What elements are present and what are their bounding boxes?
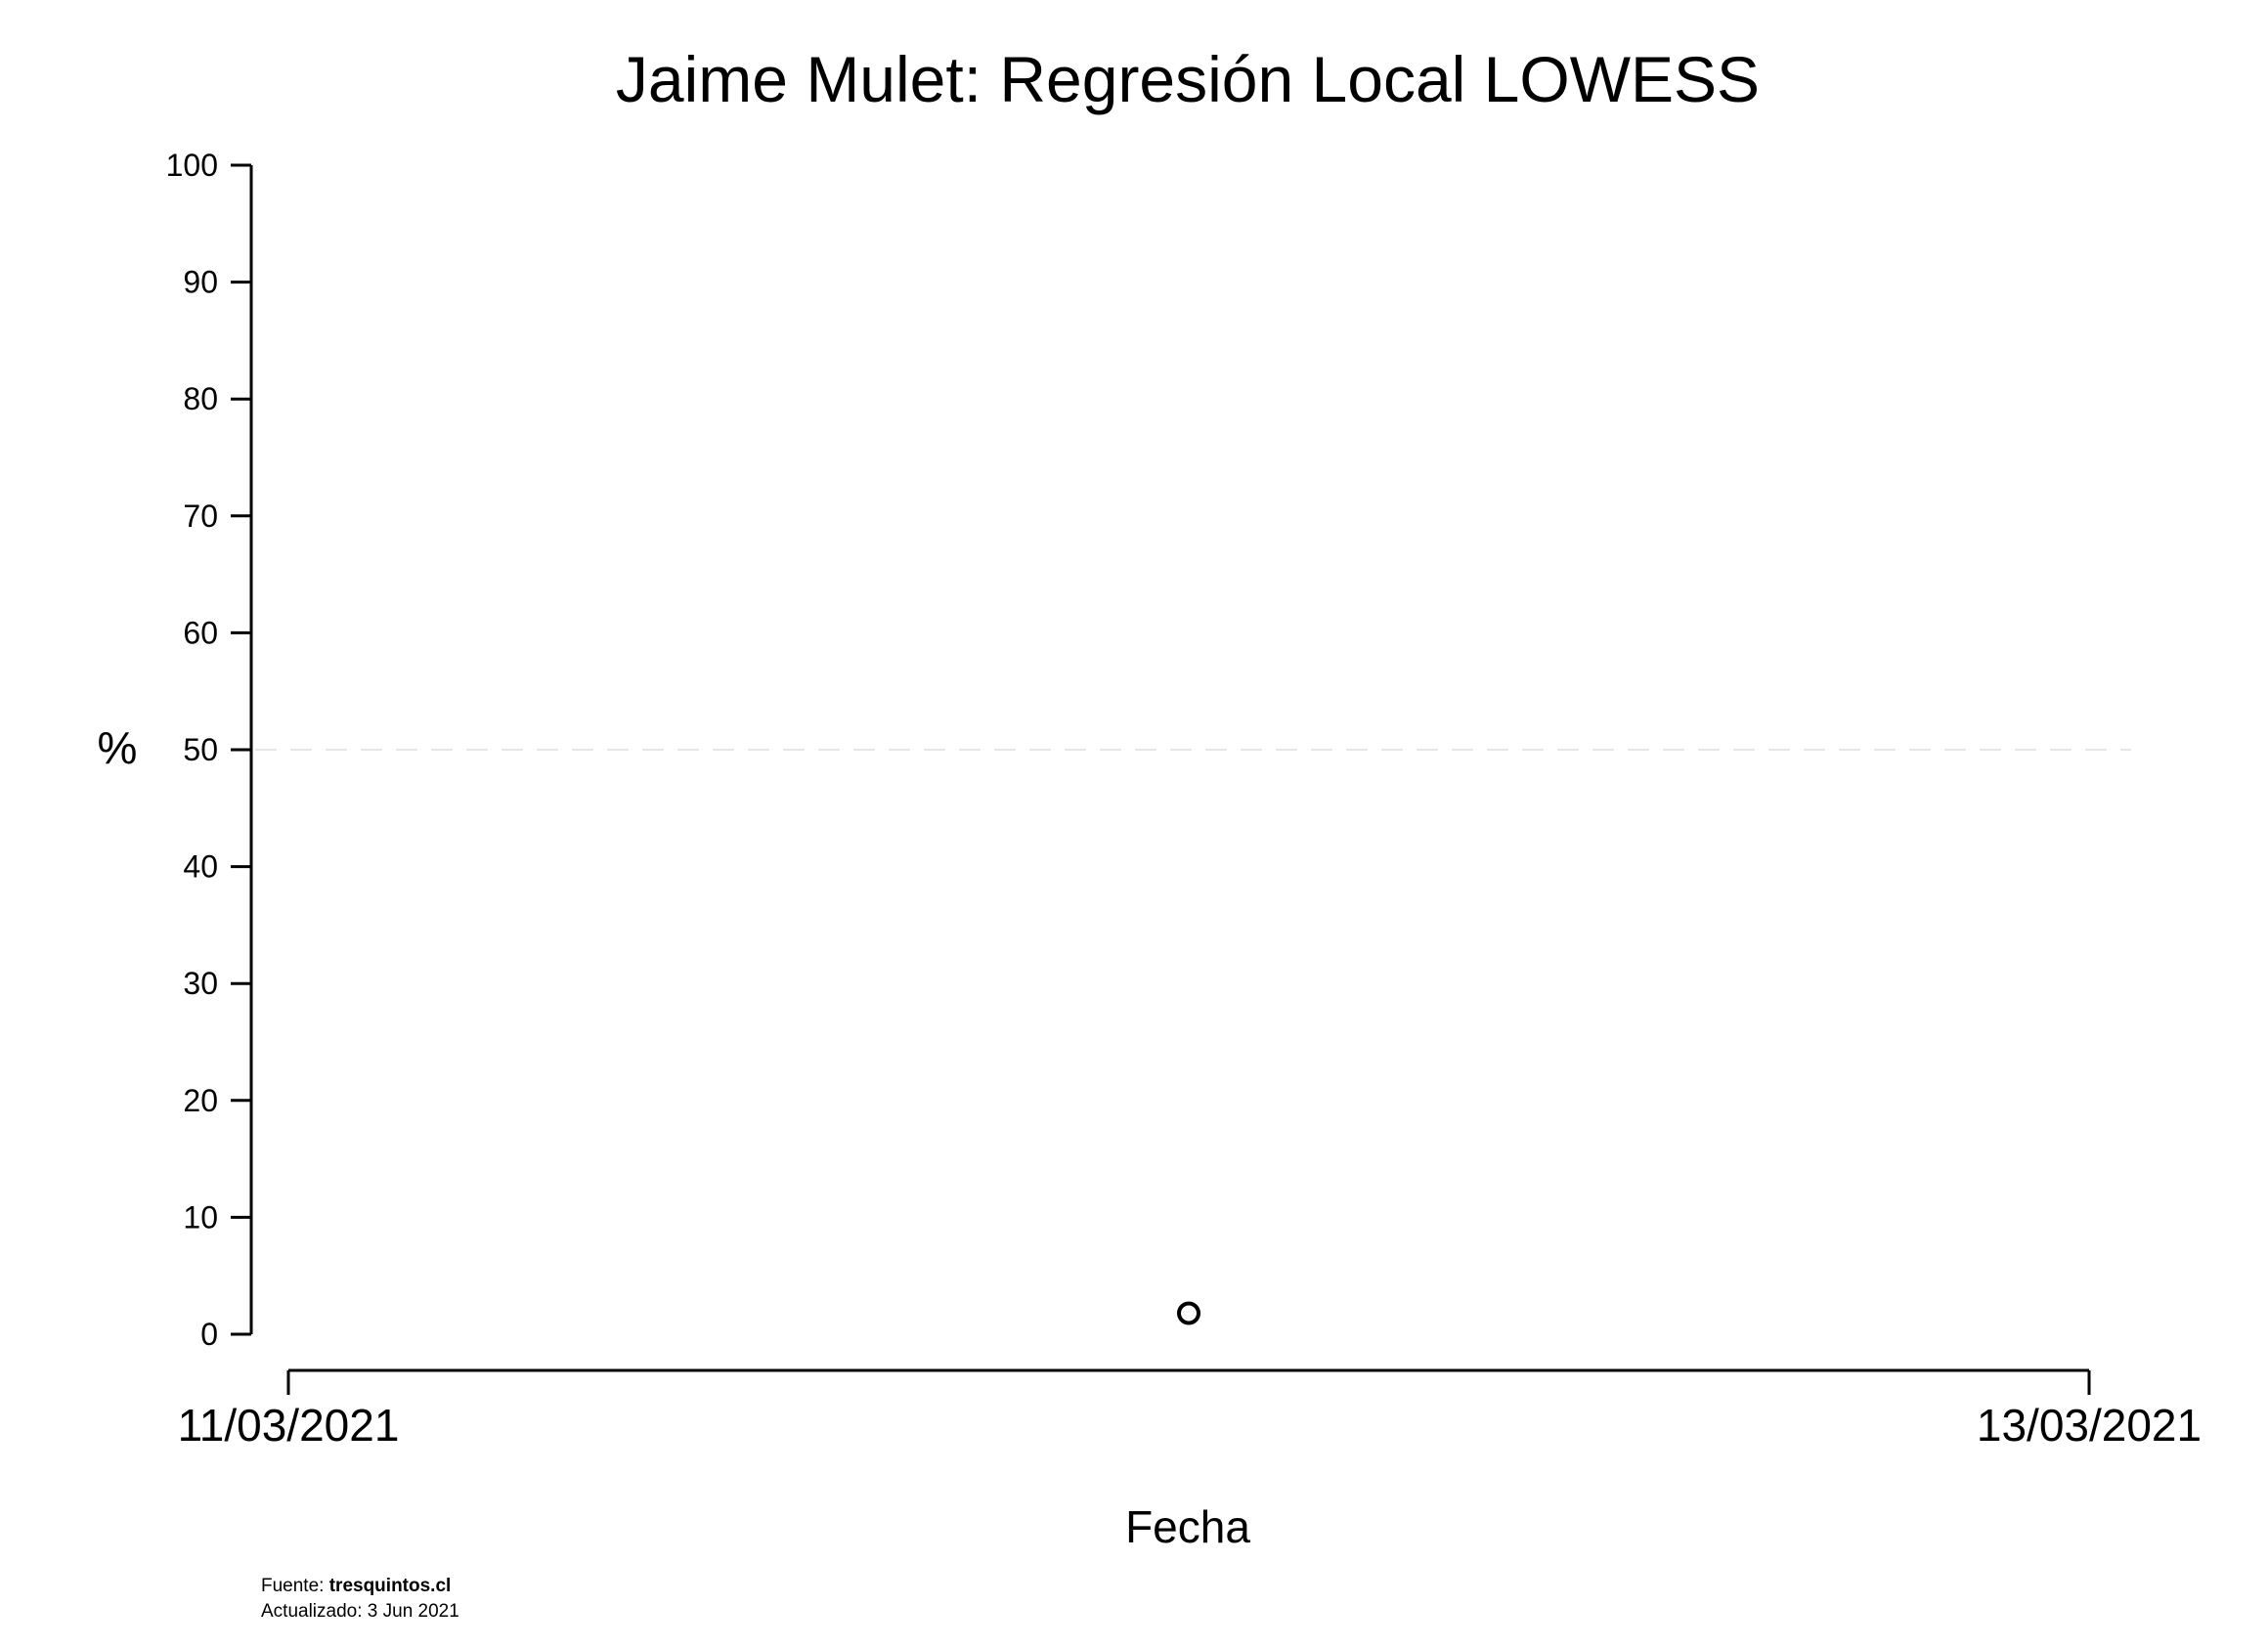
x-tick-label: 13/03/2021 (1977, 1400, 2202, 1451)
x-tick-label: 11/03/2021 (178, 1400, 400, 1451)
y-tick-label: 50 (183, 732, 218, 767)
x-axis-label: Fecha (1125, 1501, 1250, 1552)
y-tick-label: 40 (183, 849, 218, 885)
y-tick-label: 0 (200, 1317, 218, 1352)
y-axis-label: % (98, 722, 138, 773)
x-ticks: 11/03/2021 13/03/2021 (178, 1370, 2202, 1451)
data-point (1177, 1301, 1200, 1325)
y-tick-label: 90 (183, 265, 218, 300)
source-site: tresquintos.cl (329, 1576, 452, 1596)
y-ticks: 0 10 20 30 40 50 60 70 80 90 100 (166, 148, 251, 1352)
y-tick-label: 20 (183, 1083, 218, 1118)
source-prefix: Fuente: (261, 1576, 329, 1596)
y-tick-label: 10 (183, 1199, 218, 1235)
y-tick-label: 100 (166, 148, 218, 183)
y-tick-label: 70 (183, 499, 218, 534)
chart-title: Jaime Mulet: Regresión Local LOWESS (616, 43, 1760, 115)
y-tick-label: 30 (183, 966, 218, 1001)
y-tick-label: 60 (183, 615, 218, 650)
updated-note: Actualizado: 3 Jun 2021 (261, 1601, 459, 1622)
data-points (1177, 1301, 1200, 1325)
y-tick-label: 80 (183, 381, 218, 416)
source-note: Fuente: tresquintos.cl (261, 1576, 451, 1596)
